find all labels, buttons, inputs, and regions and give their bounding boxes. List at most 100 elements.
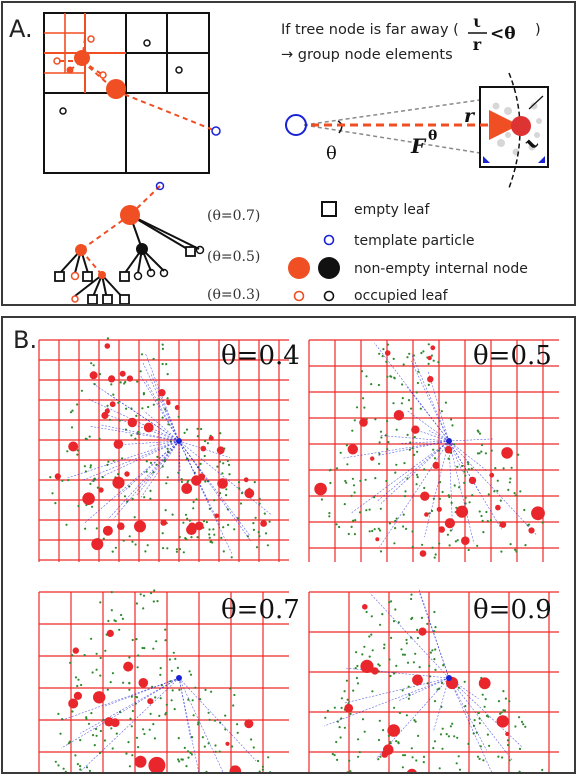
- node-center-of-mass: [166, 399, 171, 404]
- particle: [541, 768, 544, 772]
- particle: [441, 747, 444, 750]
- interaction-line: [380, 435, 450, 442]
- particle: [485, 510, 488, 514]
- particle: [371, 649, 374, 652]
- node-center-of-mass: [54, 473, 61, 480]
- particle: [373, 496, 376, 499]
- particle: [189, 673, 193, 676]
- particle: [266, 544, 269, 547]
- quadtree-diagram: [43, 12, 221, 174]
- particle: [377, 383, 380, 387]
- particle: [455, 762, 458, 765]
- particle: [446, 533, 449, 536]
- particle: [149, 712, 152, 715]
- particle: [482, 531, 485, 534]
- particle: [449, 725, 452, 728]
- particle: [152, 647, 155, 650]
- particle: [233, 528, 236, 531]
- node-center-of-mass: [93, 691, 106, 704]
- particle: [118, 419, 121, 422]
- occupied-leaf-black: [195, 245, 205, 255]
- particle: [394, 608, 397, 611]
- interaction-line: [61, 677, 180, 749]
- particle: [471, 494, 474, 497]
- internal-node-orange: [98, 271, 106, 279]
- particle: [380, 436, 383, 439]
- particle: [185, 765, 188, 768]
- particle: [508, 481, 511, 484]
- particle: [401, 689, 404, 692]
- occupied-leaf-orange: [53, 57, 61, 65]
- particle: [147, 405, 150, 409]
- particle: [352, 484, 356, 487]
- particle: [520, 720, 524, 723]
- interaction-line: [178, 440, 209, 503]
- node-center-of-mass: [387, 724, 400, 737]
- particle: [164, 408, 167, 411]
- particle: [231, 745, 234, 748]
- particle: [393, 376, 396, 379]
- particle: [506, 739, 509, 742]
- particle: [447, 735, 450, 738]
- particle: [79, 765, 82, 768]
- particle: [166, 397, 169, 400]
- particle: [368, 508, 371, 511]
- particle: [431, 649, 434, 652]
- particle: [326, 709, 329, 712]
- node-center-of-mass: [478, 677, 491, 690]
- particle: [211, 541, 214, 544]
- particle: [461, 464, 464, 468]
- particle: [236, 731, 239, 734]
- particle: [447, 457, 450, 460]
- interaction-line: [178, 440, 251, 542]
- particle: [506, 743, 510, 747]
- node-center-of-mass: [438, 526, 445, 533]
- particle: [166, 476, 169, 479]
- particle: [370, 383, 373, 386]
- interaction-line: [100, 424, 180, 442]
- particle: [111, 747, 114, 750]
- particle: [386, 420, 389, 423]
- particle: [507, 488, 510, 491]
- interaction-line: [145, 380, 180, 442]
- particle: [98, 373, 102, 376]
- particle: [261, 765, 264, 768]
- particle: [397, 742, 400, 745]
- particle: [152, 357, 155, 361]
- particle: [439, 481, 442, 484]
- particle: [168, 658, 171, 661]
- particle: [121, 457, 124, 460]
- particle: [373, 528, 376, 531]
- particle: [106, 337, 109, 340]
- particle: [457, 755, 460, 758]
- particle: [90, 712, 93, 715]
- node-center-of-mass: [436, 506, 442, 512]
- particle: [421, 543, 424, 546]
- particle: [357, 755, 360, 758]
- particle: [398, 711, 401, 714]
- particle: [224, 714, 227, 717]
- node-center-of-mass: [186, 524, 197, 535]
- particle: [91, 671, 94, 674]
- tree-diagram: [54, 181, 205, 304]
- particle: [456, 539, 459, 542]
- particle: [416, 450, 419, 453]
- particle: [354, 519, 357, 522]
- particle: [202, 520, 205, 523]
- node-center-of-mass: [411, 425, 420, 434]
- occupied-leaf-black: [133, 271, 143, 281]
- theta-value-label: (θ=0.3): [207, 287, 260, 303]
- particle: [355, 676, 358, 680]
- particle: [413, 436, 416, 439]
- particle: [343, 726, 346, 729]
- particle: [349, 712, 352, 715]
- particle: [437, 361, 440, 364]
- particle: [377, 758, 380, 761]
- particle: [159, 673, 162, 676]
- particle: [117, 473, 120, 476]
- template-particle: [155, 181, 165, 191]
- particle: [257, 531, 260, 534]
- particle: [441, 727, 444, 730]
- particle: [139, 370, 142, 373]
- particle: [170, 669, 173, 672]
